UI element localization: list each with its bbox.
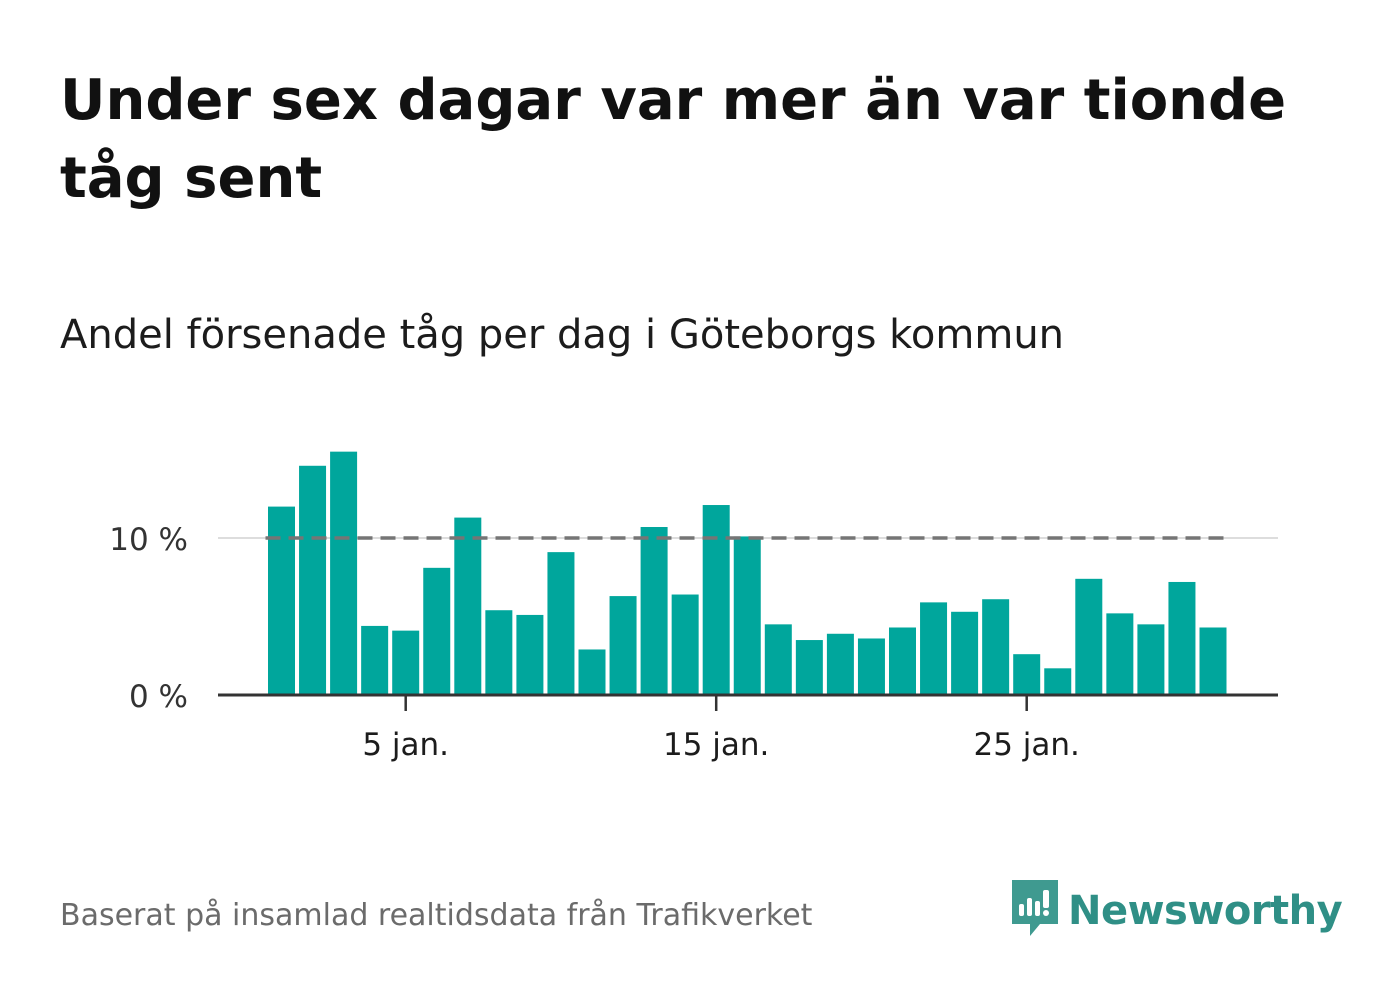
bar bbox=[951, 611, 979, 695]
bar bbox=[299, 465, 327, 695]
bar bbox=[361, 625, 389, 695]
bar bbox=[1075, 578, 1103, 695]
bar bbox=[268, 506, 295, 695]
bars bbox=[268, 451, 1227, 695]
newsworthy-logo-icon bbox=[1010, 878, 1060, 944]
bar bbox=[423, 567, 451, 695]
bar bbox=[1137, 624, 1165, 695]
bar bbox=[889, 627, 916, 695]
bar bbox=[392, 630, 420, 695]
bar bbox=[920, 602, 948, 695]
brand-logo[interactable]: Newsworthy bbox=[1010, 878, 1343, 944]
bar bbox=[671, 594, 699, 695]
bar bbox=[1013, 654, 1041, 695]
brand-name: Newsworthy bbox=[1068, 888, 1343, 934]
bar bbox=[485, 610, 513, 695]
bar bbox=[330, 451, 358, 695]
bar bbox=[1044, 668, 1072, 695]
bar bbox=[1199, 627, 1227, 695]
y-tick-label: 0 % bbox=[129, 679, 188, 715]
bar bbox=[795, 640, 823, 695]
y-tick-label: 10 % bbox=[109, 522, 188, 558]
bar bbox=[982, 599, 1010, 695]
bar bbox=[1168, 581, 1196, 695]
bar-chart: 0 % 10 % 5 jan. 15 jan. 25 jan. bbox=[109, 451, 1278, 763]
axes: 0 % 10 % 5 jan. 15 jan. 25 jan. bbox=[109, 522, 1278, 763]
bar bbox=[826, 633, 854, 695]
chart-subtitle: Andel försenade tåg per dag i Göteborgs … bbox=[60, 312, 1065, 358]
bar bbox=[454, 517, 482, 695]
bar bbox=[516, 614, 544, 695]
bar bbox=[764, 624, 792, 695]
bar bbox=[733, 536, 761, 695]
bar bbox=[547, 552, 575, 695]
bar bbox=[578, 649, 606, 695]
x-tick-label: 25 jan. bbox=[973, 727, 1079, 763]
bar bbox=[640, 527, 668, 695]
chart-title: Under sex dagar var mer än var tionde tå… bbox=[60, 68, 1287, 211]
bar bbox=[857, 638, 885, 695]
bar bbox=[1106, 613, 1134, 695]
source-note: Baserat på insamlad realtidsdata från Tr… bbox=[60, 898, 813, 933]
bar bbox=[609, 596, 637, 695]
bar bbox=[702, 505, 730, 695]
x-tick-label: 5 jan. bbox=[362, 727, 449, 763]
x-tick-label: 15 jan. bbox=[663, 727, 769, 763]
